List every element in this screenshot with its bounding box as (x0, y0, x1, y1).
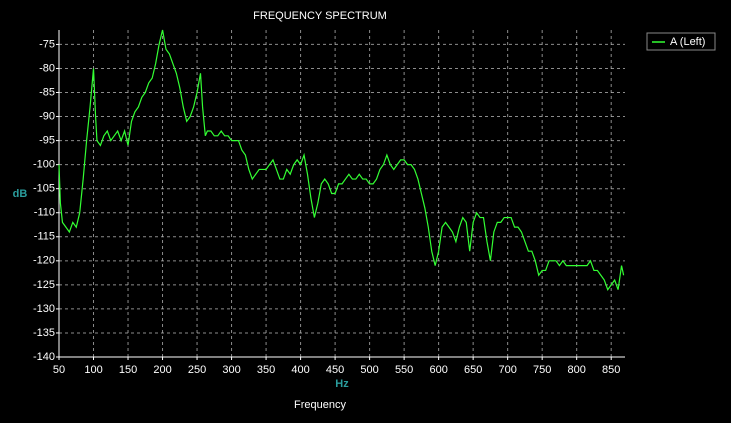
y-tick-label: -110 (34, 207, 55, 219)
x-tick-label: 850 (602, 364, 620, 376)
x-tick-label: 700 (498, 364, 516, 376)
y-tick-label: -130 (33, 303, 55, 315)
y-tick-label: -100 (33, 159, 55, 171)
y-tick-label: -120 (33, 255, 55, 267)
x-tick-label: 100 (84, 364, 102, 376)
x-tick-label: 450 (326, 364, 344, 376)
x-axis-unit: Hz (335, 378, 349, 390)
x-tick-label: 800 (568, 364, 586, 376)
x-tick-label: 50 (53, 364, 65, 376)
y-tick-label: -115 (34, 231, 55, 243)
x-tick-label: 250 (188, 364, 206, 376)
x-tick-label: 650 (464, 364, 482, 376)
y-tick-label: -80 (39, 62, 55, 74)
y-tick-label: -95 (39, 135, 55, 147)
y-axis-label: dB (13, 188, 28, 200)
x-tick-label: 750 (533, 364, 551, 376)
legend-label: A (Left) (670, 36, 705, 48)
data-line (58, 29, 625, 291)
x-tick-label: 350 (257, 364, 275, 376)
x-tick-label: 200 (153, 364, 171, 376)
y-tick-label: -85 (39, 86, 55, 98)
chart-title: FREQUENCY SPECTRUM (253, 10, 387, 22)
y-tick-label: -135 (33, 327, 55, 339)
x-tick-label: 500 (360, 364, 378, 376)
x-tick-label: 150 (119, 364, 137, 376)
y-tick-label: -75 (39, 38, 55, 50)
x-tick-label: 550 (395, 364, 413, 376)
x-tick-label: 600 (429, 364, 447, 376)
y-tick-label: -105 (33, 183, 55, 195)
x-tick-label: 300 (222, 364, 240, 376)
x-axis-label: Frequency (294, 399, 346, 411)
y-tick-label: -140 (33, 351, 55, 363)
y-tick-label: -90 (39, 110, 55, 122)
x-tick-label: 400 (291, 364, 309, 376)
legend-box (646, 32, 716, 51)
y-tick-label: -125 (33, 279, 55, 291)
